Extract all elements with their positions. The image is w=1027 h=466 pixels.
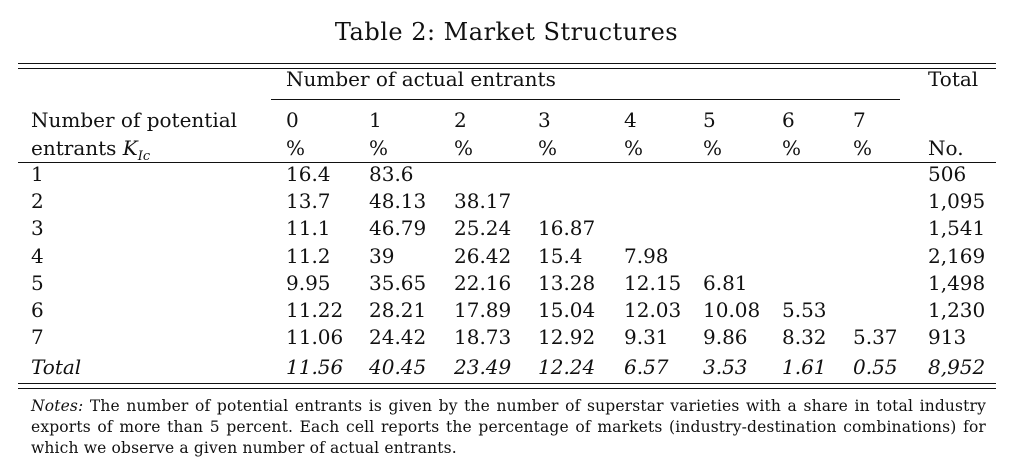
column-header-1: 1 [369,108,382,132]
total-row-cell-c7: 0.55 [853,355,898,379]
column-unit-1: % [369,136,389,160]
row-label-header-line1: Number of potential [31,108,238,132]
top-rule-double [18,68,996,69]
row-label-k4: 4 [31,244,44,268]
cell-k7-c6: 8.32 [782,325,827,349]
cell-k5-c4: 12.15 [624,271,682,295]
cell-k6-c1: 28.21 [369,298,427,322]
row-label-k7: 7 [31,325,44,349]
total-header: Total [928,67,979,91]
row-label-k3: 3 [31,216,44,240]
cell-k4-c3: 15.4 [538,244,583,268]
cell-k1-c1: 83.6 [369,162,414,186]
column-unit-6: % [782,136,802,160]
total-row-grand-total: 8,952 [928,355,986,379]
cell-k4-c2: 26.42 [454,244,512,268]
column-unit-2: % [454,136,474,160]
cell-k6-c3: 15.04 [538,298,596,322]
row-label-k6: 6 [31,298,44,322]
cell-k5-c5: 6.81 [703,271,748,295]
cell-k6-c2: 17.89 [454,298,512,322]
total-row-cell-c5: 3.53 [703,355,748,379]
cell-k7-c1: 24.42 [369,325,427,349]
row-label-header-math: K [122,136,138,160]
total-row-cell-c2: 23.49 [454,355,512,379]
cell-k5-c3: 13.28 [538,271,596,295]
total-row-cell-c1: 40.45 [369,355,427,379]
cell-k5-c2: 22.16 [454,271,512,295]
cell-k2-c0: 13.7 [286,189,331,213]
row-label-header-line2: entrants KIc [31,138,150,163]
row-label-k1: 1 [31,162,44,186]
column-unit-0: % [286,136,306,160]
cell-k7-c7: 5.37 [853,325,898,349]
cell-k3-c3: 16.87 [538,216,596,240]
cell-k1-c0: 16.4 [286,162,331,186]
cell-k2-c1: 48.13 [369,189,427,213]
row-total-k6: 1,230 [928,298,986,322]
cell-k6-c0: 11.22 [286,298,344,322]
row-total-k7: 913 [928,325,967,349]
total-row-cell-c3: 12.24 [538,355,596,379]
row-label-k5: 5 [31,271,44,295]
cell-k2-c2: 38.17 [454,189,512,213]
column-header-5: 5 [703,108,716,132]
total-row-label: Total [31,355,82,379]
cell-k6-c5: 10.08 [703,298,761,322]
notes-text: The number of potential entrants is give… [31,397,986,457]
row-label-header-text: entrants [31,136,117,160]
cell-k5-c1: 35.65 [369,271,427,295]
header-bottom-rule [18,162,996,163]
column-header-7: 7 [853,108,866,132]
row-total-k5: 1,498 [928,271,986,295]
top-rule [18,63,996,64]
cell-k7-c4: 9.31 [624,325,669,349]
total-row-cell-c6: 1.61 [782,355,827,379]
cell-k3-c1: 46.79 [369,216,427,240]
table-notes: Notes: The number of potential entrants … [31,396,986,459]
cell-k7-c3: 12.92 [538,325,596,349]
total-row-cell-c0: 11.56 [286,355,344,379]
total-row-cell-c4: 6.57 [624,355,669,379]
column-unit-7: % [853,136,873,160]
cell-k4-c1: 39 [369,244,395,268]
column-header-3: 3 [538,108,551,132]
column-header-4: 4 [624,108,637,132]
group-header-rule [271,99,900,100]
bottom-rule-double [18,388,996,389]
total-unit-header: No. [928,136,964,160]
group-header-actual-entrants: Number of actual entrants [286,67,556,91]
cell-k6-c4: 12.03 [624,298,682,322]
row-label-header-subscript: Ic [137,149,151,164]
cell-k7-c0: 11.06 [286,325,344,349]
row-label-k2: 2 [31,189,44,213]
row-total-k4: 2,169 [928,244,986,268]
cell-k7-c2: 18.73 [454,325,512,349]
row-total-k2: 1,095 [928,189,986,213]
column-header-2: 2 [454,108,467,132]
column-unit-4: % [624,136,644,160]
cell-k7-c5: 9.86 [703,325,748,349]
cell-k4-c0: 11.2 [286,244,331,268]
column-header-6: 6 [782,108,795,132]
cell-k6-c6: 5.53 [782,298,827,322]
column-header-0: 0 [286,108,299,132]
cell-k3-c0: 11.1 [286,216,331,240]
column-unit-5: % [703,136,723,160]
notes-lead: Notes: [31,397,84,415]
cell-k5-c0: 9.95 [286,271,331,295]
row-total-k3: 1,541 [928,216,986,240]
cell-k4-c4: 7.98 [624,244,669,268]
row-total-k1: 506 [928,162,967,186]
cell-k3-c2: 25.24 [454,216,512,240]
bottom-rule [18,383,996,384]
table-caption: Table 2: Market Structures [334,18,679,46]
column-unit-3: % [538,136,558,160]
